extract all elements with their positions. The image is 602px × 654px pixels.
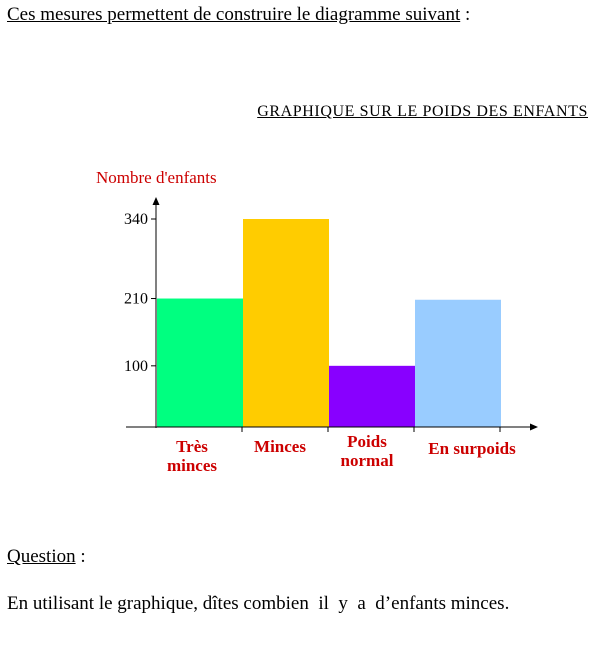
category-label-3: En surpoids	[428, 439, 516, 458]
category-label-3-line-0: En surpoids	[428, 439, 516, 458]
question-heading: Question :	[7, 546, 86, 568]
question-text: En utilisant le graphique, dîtes combien…	[7, 593, 510, 614]
chart-title: GRAPHIQUE SUR LE POIDS DES ENFANTS	[257, 103, 588, 120]
category-label-0: Très minces	[167, 437, 217, 475]
category-label-2-line-1: normal	[341, 451, 394, 470]
category-label-0-line-1: minces	[167, 456, 217, 475]
intro-sentence: Ces mesures permettent de construire le …	[7, 4, 470, 26]
category-label-2-line-0: Poids	[347, 432, 387, 451]
question-label: Question	[7, 546, 76, 567]
y-tick-label-1: 210	[124, 291, 148, 308]
bar-3	[415, 299, 501, 427]
intro-text: Ces mesures permettent de construire le …	[7, 4, 461, 25]
y-axis-label: Nombre d'enfants	[96, 168, 217, 187]
category-label-2: Poids normal	[341, 432, 394, 470]
question-suffix: :	[75, 546, 86, 567]
bar-2	[329, 365, 415, 427]
category-label-0-line-0: Très	[176, 437, 208, 456]
y-tick-label-2: 340	[124, 211, 148, 228]
bar-1	[243, 219, 329, 427]
intro-suffix: :	[460, 4, 471, 25]
category-label-1: Minces	[254, 437, 306, 456]
y-axis-arrow	[152, 197, 160, 205]
category-label-1-line-0: Minces	[254, 437, 306, 456]
x-axis-arrow	[530, 423, 538, 431]
y-tick-label-0: 100	[124, 358, 148, 375]
bar-0	[157, 298, 243, 427]
